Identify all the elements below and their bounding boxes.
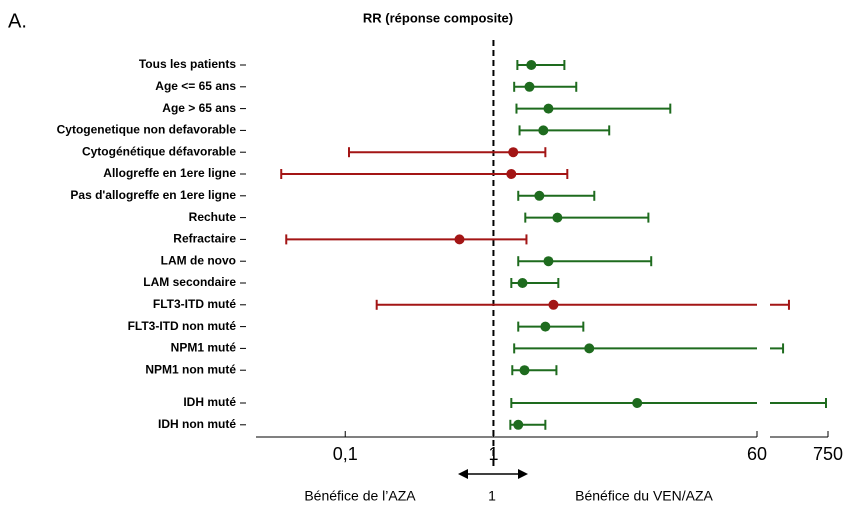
- x-tick-label: 750: [813, 444, 843, 464]
- category-label: Age > 65 ans: [162, 101, 236, 115]
- estimate-point: [632, 398, 643, 408]
- category-label: IDH non muté: [158, 417, 236, 431]
- category-label: FLT3-ITD muté: [153, 297, 236, 311]
- estimate-point: [548, 299, 559, 310]
- estimate-point: [538, 125, 549, 136]
- chart-title: RR (réponse composite): [363, 10, 513, 25]
- category-label: NPM1 non muté: [145, 362, 236, 376]
- category-label: LAM de novo: [161, 253, 236, 267]
- category-label: Age <= 65 ans: [155, 79, 236, 93]
- category-label: FLT3-ITD non muté: [128, 319, 237, 333]
- category-label: Cytogénétique défavorable: [82, 144, 236, 158]
- category-label: Tous les patients: [139, 57, 236, 71]
- x-tick-label: 60: [747, 444, 767, 464]
- estimate-point: [513, 419, 524, 430]
- estimate-point: [454, 234, 465, 245]
- category-label: Refractaire: [173, 232, 236, 246]
- estimate-point: [517, 278, 528, 288]
- category-label: Rechute: [189, 210, 237, 224]
- estimate-point: [519, 365, 530, 376]
- estimate-point: [540, 321, 551, 332]
- category-label: NPM1 muté: [171, 341, 237, 355]
- estimate-point: [524, 81, 535, 92]
- annotation: Bénéfice de l’AZA: [304, 488, 416, 504]
- category-label: Pas d'allogreffe en 1ere ligne: [70, 188, 236, 202]
- category-label: Allogreffe en 1ere ligne: [103, 166, 236, 180]
- estimate-point: [584, 343, 595, 354]
- annotation: 1: [488, 488, 496, 504]
- estimate-point: [543, 103, 554, 114]
- category-label: LAM secondaire: [143, 275, 236, 289]
- category-label: Cytogenetique non defavorable: [57, 123, 237, 137]
- x-tick-label: 0,1: [333, 444, 358, 464]
- estimate-point: [552, 212, 563, 223]
- category-label: IDH muté: [183, 395, 236, 409]
- estimate-point: [526, 60, 537, 70]
- estimate-point: [508, 147, 519, 158]
- double-arrow: [458, 469, 528, 479]
- estimate-point: [543, 256, 554, 267]
- estimate-point: [534, 190, 545, 201]
- panel-label: A.: [8, 10, 27, 32]
- annotation: Bénéfice du VEN/AZA: [575, 488, 713, 504]
- estimate-point: [506, 169, 517, 179]
